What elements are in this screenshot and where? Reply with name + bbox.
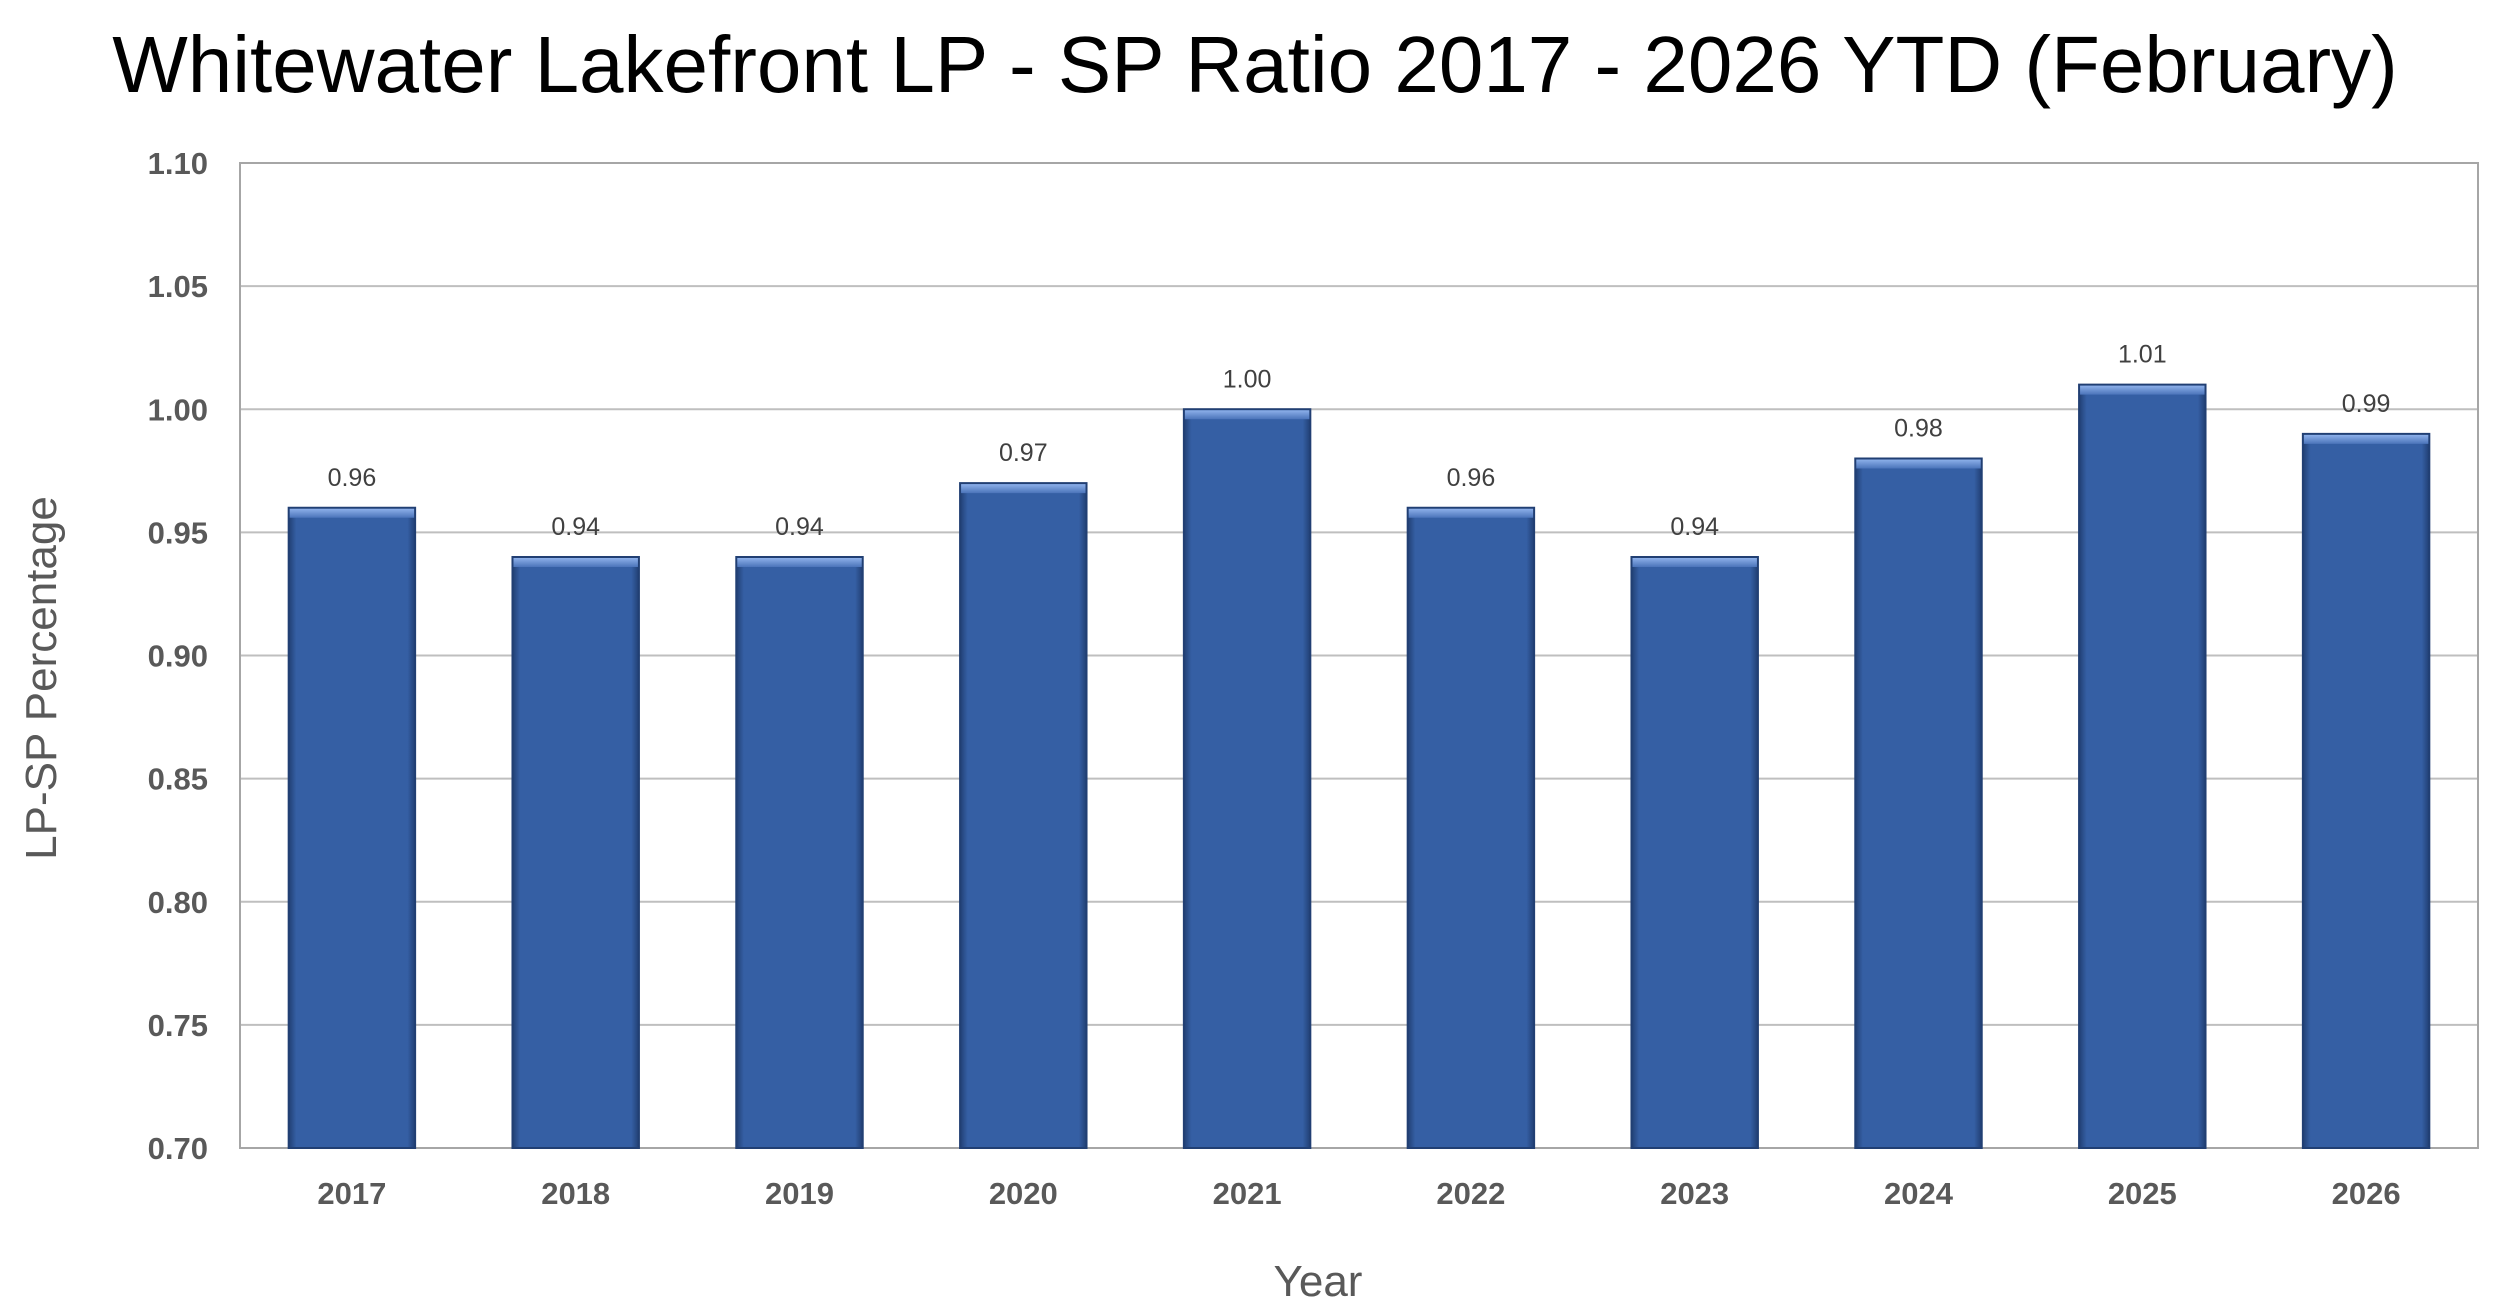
y-tick-label: 0.95	[148, 515, 208, 550]
bar-data-label: 1.01	[2118, 341, 2167, 369]
x-tick-label: 2018	[541, 1176, 610, 1211]
bar-top-bevel	[961, 484, 1086, 494]
bar-top-bevel	[2303, 434, 2429, 444]
bar-top-bevel	[1184, 410, 1310, 420]
y-tick-label: 1.10	[148, 146, 208, 181]
bar-2022	[1406, 506, 1536, 1149]
y-tick-label: 1.00	[148, 392, 208, 427]
bars	[287, 383, 2431, 1149]
bar	[1182, 408, 1312, 1149]
y-tick-label: 1.05	[148, 269, 208, 304]
bar-data-label: 0.94	[1670, 513, 1719, 541]
chart-title: Whitewater Lakefront LP - SP Ratio 2017 …	[112, 20, 2398, 109]
bar-top-bevel	[1408, 508, 1534, 518]
plot-area-border	[239, 162, 2479, 1149]
bar-data-label: 1.00	[1223, 365, 1272, 393]
bar	[959, 482, 1088, 1149]
bar	[1854, 457, 1983, 1149]
bar-data-label: 0.99	[2342, 390, 2391, 418]
bar-data-label: 0.96	[1447, 464, 1496, 492]
x-tick-label: 2020	[989, 1176, 1058, 1211]
bar-2025	[2078, 383, 2207, 1149]
bar-data-label: 0.96	[328, 464, 377, 492]
bar-2020	[959, 482, 1088, 1149]
y-tick-label: 0.90	[148, 639, 208, 674]
bar-2026	[2301, 432, 2431, 1149]
bar-data-label: 0.97	[999, 439, 1048, 467]
x-tick-label: 2021	[1213, 1176, 1282, 1211]
x-axis-ticks: 2017 2018 2019 2020 2021 2022 2023 2024 2025 2026	[317, 1176, 2400, 1211]
x-axis-title: Year	[1274, 1257, 1363, 1306]
bar-top-bevel	[737, 558, 862, 567]
bar-data-label: 0.98	[1894, 415, 1943, 443]
bar-top-bevel	[1632, 558, 1757, 567]
bar-top-bevel	[1856, 459, 1981, 469]
bar-top-bevel	[289, 508, 415, 518]
bar-2024	[1854, 457, 1983, 1149]
x-tick-label: 2025	[2108, 1176, 2177, 1211]
bar-data-label: 0.94	[551, 513, 600, 541]
y-tick-label: 0.80	[148, 885, 208, 920]
bar	[511, 556, 640, 1149]
bar-2018	[511, 556, 640, 1149]
x-tick-label: 2026	[2332, 1176, 2401, 1211]
y-axis-title: LP-SP Percentage	[17, 496, 66, 860]
x-tick-label: 2022	[1436, 1176, 1505, 1211]
y-tick-label: 0.85	[148, 762, 208, 797]
bar	[1630, 556, 1759, 1149]
bar	[1406, 506, 1536, 1149]
bar-2023	[1630, 556, 1759, 1149]
bar-top-bevel	[513, 558, 638, 567]
bar	[2078, 383, 2207, 1149]
bar-2021	[1182, 408, 1312, 1149]
bar	[735, 556, 864, 1149]
x-tick-label: 2017	[317, 1176, 386, 1211]
y-tick-label: 0.75	[148, 1008, 208, 1043]
y-tick-label: 0.70	[148, 1131, 208, 1166]
bar	[287, 506, 417, 1149]
x-tick-label: 2024	[1884, 1176, 1954, 1211]
data-labels: 0.96 0.94 0.94 0.97 1.00 0.96 0.94 0.98 1.01 0.99	[328, 341, 2391, 541]
x-tick-label: 2023	[1660, 1176, 1729, 1211]
y-axis-ticks: 0.70 0.75 0.80 0.85 0.90 0.95 1.00 1.05 1.10	[148, 146, 208, 1166]
x-tick-label: 2019	[765, 1176, 834, 1211]
bar-2019	[735, 556, 864, 1149]
bar-data-label: 0.94	[775, 513, 824, 541]
bar-top-bevel	[2080, 385, 2205, 395]
bar	[2301, 432, 2431, 1149]
bar-2017	[287, 506, 417, 1149]
